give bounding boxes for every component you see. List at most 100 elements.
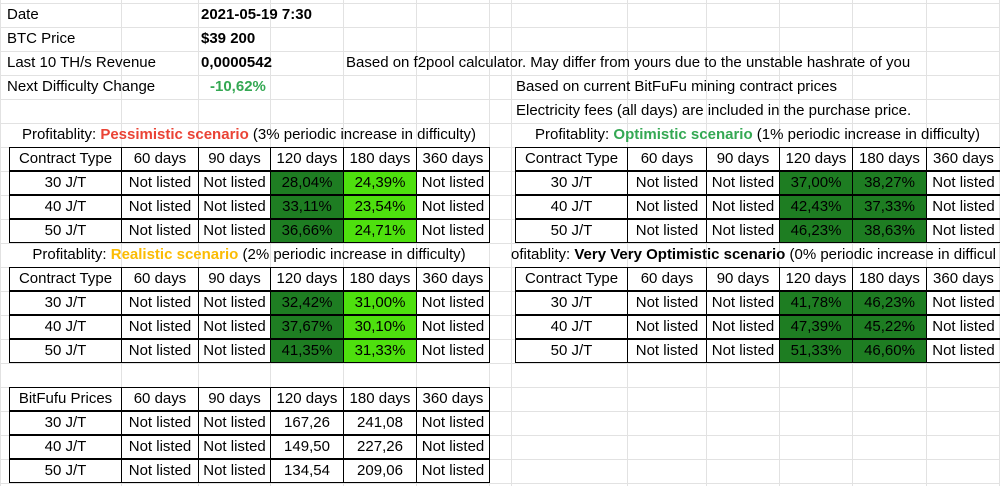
prices-table-data-cell[interactable]: Not listed (121, 459, 199, 483)
prices-table-data-cell[interactable]: 241,08 (343, 411, 417, 435)
realistic-table-header-cell[interactable]: Contract Type (9, 267, 122, 291)
realistic-table-data-cell[interactable]: Not listed (198, 315, 271, 339)
optimistic-table-data-cell[interactable]: Not listed (706, 171, 780, 195)
realistic-table-data-cell[interactable]: Not listed (416, 315, 490, 339)
prices-table-header-cell[interactable]: 180 days (343, 387, 417, 411)
optimistic-table-data-cell[interactable]: Not listed (627, 171, 707, 195)
realistic-table-data-cell[interactable]: 37,67% (270, 315, 344, 339)
prices-table-data-cell[interactable]: 209,06 (343, 459, 417, 483)
realistic-table-data-cell[interactable]: Not listed (198, 291, 271, 315)
pessimistic-table-row-label[interactable]: 40 J/T (9, 195, 122, 219)
prices-table-header-cell[interactable]: 360 days (416, 387, 490, 411)
prices-table-data-cell[interactable]: Not listed (121, 435, 199, 459)
realistic-table-data-cell[interactable]: Not listed (121, 291, 199, 315)
revenue-value[interactable]: 0,0000542 (201, 54, 272, 71)
prices-table-header-cell[interactable]: 120 days (270, 387, 344, 411)
optimistic-title[interactable]: Profitablity: Optimistic scenario (1% pe… (515, 123, 1000, 147)
optimistic-table-header-cell[interactable]: 120 days (779, 147, 853, 171)
very-optimistic-table-header-cell[interactable]: 60 days (627, 267, 707, 291)
prices-table-data-cell[interactable]: Not listed (121, 411, 199, 435)
realistic-table-header-cell[interactable]: 180 days (343, 267, 417, 291)
realistic-table-header-cell[interactable]: 360 days (416, 267, 490, 291)
very-optimistic-table-data-cell[interactable]: Not listed (926, 291, 1000, 315)
prices-table-row-label[interactable]: 30 J/T (9, 411, 122, 435)
optimistic-table-row-label[interactable]: 30 J/T (515, 171, 628, 195)
realistic-table-data-cell[interactable]: 31,33% (343, 339, 417, 363)
very-optimistic-table-header-cell[interactable]: 180 days (852, 267, 927, 291)
realistic-table-data-cell[interactable]: 31,00% (343, 291, 417, 315)
pessimistic-table-data-cell[interactable]: Not listed (121, 195, 199, 219)
optimistic-table-data-cell[interactable]: 46,23% (779, 219, 853, 243)
very-optimistic-table-header-cell[interactable]: 360 days (926, 267, 1000, 291)
very-optimistic-table-data-cell[interactable]: Not listed (926, 339, 1000, 363)
pessimistic-table-data-cell[interactable]: Not listed (121, 171, 199, 195)
very-optimistic-table-data-cell[interactable]: Not listed (627, 339, 707, 363)
very-optimistic-table-header-cell[interactable]: Contract Type (515, 267, 628, 291)
realistic-table-header-cell[interactable]: 120 days (270, 267, 344, 291)
prices-table-data-cell[interactable]: Not listed (416, 435, 490, 459)
optimistic-table-data-cell[interactable]: 38,63% (852, 219, 927, 243)
btc-price-value[interactable]: $39 200 (201, 30, 256, 47)
very-optimistic-table-data-cell[interactable]: 47,39% (779, 315, 853, 339)
prices-table-row-label[interactable]: 40 J/T (9, 435, 122, 459)
prices-table-header-cell[interactable]: 60 days (121, 387, 199, 411)
prices-table-data-cell[interactable]: 167,26 (270, 411, 344, 435)
calculator-note[interactable]: Based on f2pool calculator. May differ f… (346, 54, 911, 71)
pessimistic-table-data-cell[interactable]: Not listed (416, 171, 490, 195)
optimistic-table-data-cell[interactable]: 37,00% (779, 171, 853, 195)
realistic-table-data-cell[interactable]: 30,10% (343, 315, 417, 339)
pessimistic-table-data-cell[interactable]: Not listed (198, 195, 271, 219)
pessimistic-table-header-cell[interactable]: 90 days (198, 147, 271, 171)
date-label[interactable]: Date (7, 6, 39, 23)
optimistic-table-data-cell[interactable]: Not listed (926, 171, 1000, 195)
difficulty-label[interactable]: Next Difficulty Change (7, 78, 156, 95)
prices-note[interactable]: Based on current BitFuFu mining contract… (516, 78, 837, 95)
optimistic-table-data-cell[interactable]: 42,43% (779, 195, 853, 219)
prices-table-data-cell[interactable]: 134,54 (270, 459, 344, 483)
optimistic-table-data-cell[interactable]: 37,33% (852, 195, 927, 219)
fees-note[interactable]: Electricity fees (all days) are included… (516, 102, 912, 119)
pessimistic-table-header-cell[interactable]: 120 days (270, 147, 344, 171)
optimistic-table-header-cell[interactable]: 360 days (926, 147, 1000, 171)
realistic-table-data-cell[interactable]: 32,42% (270, 291, 344, 315)
difficulty-value[interactable]: -10,62% (210, 78, 266, 95)
prices-table-data-cell[interactable]: Not listed (416, 411, 490, 435)
pessimistic-table-data-cell[interactable]: Not listed (198, 219, 271, 243)
pessimistic-table-header-cell[interactable]: 360 days (416, 147, 490, 171)
optimistic-table-row-label[interactable]: 40 J/T (515, 195, 628, 219)
optimistic-table-data-cell[interactable]: Not listed (627, 219, 707, 243)
date-value[interactable]: 2021-05-19 7:30 (201, 6, 312, 23)
optimistic-table-header-cell[interactable]: Contract Type (515, 147, 628, 171)
realistic-table-data-cell[interactable]: 41,35% (270, 339, 344, 363)
prices-table-header-cell[interactable]: 90 days (198, 387, 271, 411)
very-optimistic-table-data-cell[interactable]: 51,33% (779, 339, 853, 363)
prices-table-header-cell[interactable]: BitFufu Prices (9, 387, 122, 411)
very-optimistic-table-row-label[interactable]: 50 J/T (515, 339, 628, 363)
pessimistic-table-row-label[interactable]: 50 J/T (9, 219, 122, 243)
optimistic-table-data-cell[interactable]: Not listed (627, 195, 707, 219)
very-optimistic-table-row-label[interactable]: 30 J/T (515, 291, 628, 315)
realistic-table-data-cell[interactable]: Not listed (198, 339, 271, 363)
optimistic-table-row-label[interactable]: 50 J/T (515, 219, 628, 243)
pessimistic-table-data-cell[interactable]: 36,66% (270, 219, 344, 243)
prices-table-row-label[interactable]: 50 J/T (9, 459, 122, 483)
realistic-table-data-cell[interactable]: Not listed (416, 291, 490, 315)
very-optimistic-table-data-cell[interactable]: Not listed (706, 339, 780, 363)
very-optimistic-table-data-cell[interactable]: 41,78% (779, 291, 853, 315)
pessimistic-table-data-cell[interactable]: Not listed (198, 171, 271, 195)
optimistic-table-data-cell[interactable]: Not listed (926, 195, 1000, 219)
pessimistic-table-data-cell[interactable]: 33,11% (270, 195, 344, 219)
prices-table-data-cell[interactable]: 149,50 (270, 435, 344, 459)
revenue-label[interactable]: Last 10 TH/s Revenue (7, 54, 156, 71)
pessimistic-table-header-cell[interactable]: 180 days (343, 147, 417, 171)
pessimistic-table-data-cell[interactable]: 24,39% (343, 171, 417, 195)
optimistic-table-data-cell[interactable]: Not listed (926, 219, 1000, 243)
optimistic-table-data-cell[interactable]: Not listed (706, 219, 780, 243)
very-optimistic-title[interactable]: ofitablity: Very Very Optimistic scenari… (511, 243, 1000, 267)
very-optimistic-table-header-cell[interactable]: 120 days (779, 267, 853, 291)
pessimistic-table-data-cell[interactable]: 24,71% (343, 219, 417, 243)
optimistic-table-header-cell[interactable]: 60 days (627, 147, 707, 171)
very-optimistic-table-data-cell[interactable]: 46,60% (852, 339, 927, 363)
very-optimistic-table-row-label[interactable]: 40 J/T (515, 315, 628, 339)
very-optimistic-table-data-cell[interactable]: Not listed (627, 315, 707, 339)
